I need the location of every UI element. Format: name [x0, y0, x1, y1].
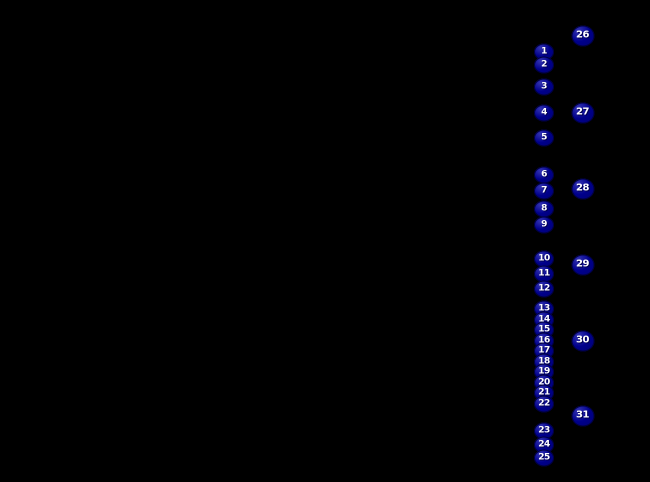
node-label: 10 — [538, 253, 550, 263]
graph-node-3[interactable]: 3 — [534, 78, 554, 96]
node-label: 21 — [538, 387, 550, 398]
node-label: 3 — [541, 81, 547, 92]
node-label: 6 — [541, 169, 547, 179]
graph-node-4[interactable]: 4 — [534, 104, 554, 122]
node-label: 17 — [538, 345, 550, 356]
node-label: 5 — [541, 132, 547, 142]
node-label: 23 — [538, 425, 550, 436]
graph-node-25[interactable]: 25 — [534, 449, 554, 467]
graph-node-9[interactable]: 9 — [534, 216, 554, 234]
node-label: 12 — [538, 283, 550, 293]
graph-node-26[interactable]: 26 — [571, 25, 594, 46]
node-label: 31 — [576, 409, 589, 421]
node-label: 18 — [538, 356, 550, 366]
node-label: 13 — [538, 303, 550, 314]
node-label: 1 — [541, 46, 547, 57]
node-label: 22 — [538, 398, 550, 409]
node-label: 24 — [538, 439, 550, 449]
graph-node-8[interactable]: 8 — [534, 200, 554, 217]
node-label: 25 — [538, 452, 550, 463]
node-label: 8 — [541, 203, 547, 213]
graph-node-23[interactable]: 23 — [534, 422, 554, 440]
graph-node-6[interactable]: 6 — [534, 166, 554, 183]
graph-node-28[interactable]: 28 — [571, 178, 594, 199]
graph-node-11[interactable]: 11 — [534, 265, 554, 282]
node-label: 16 — [538, 335, 550, 345]
node-label: 15 — [538, 324, 550, 335]
graph-node-24[interactable]: 24 — [534, 436, 554, 453]
graph-node-27[interactable]: 27 — [571, 102, 594, 123]
node-label: 20 — [538, 377, 550, 387]
graph-node-2[interactable]: 2 — [534, 56, 554, 73]
node-label: 29 — [576, 258, 589, 270]
graph-node-22[interactable]: 22 — [534, 395, 554, 413]
graph-node-30[interactable]: 30 — [571, 330, 594, 351]
graph-node-31[interactable]: 31 — [571, 405, 594, 426]
graph-node-10[interactable]: 10 — [534, 250, 554, 267]
graph-node-5[interactable]: 5 — [534, 129, 554, 146]
node-label: 9 — [541, 219, 547, 230]
graph-node-29[interactable]: 29 — [571, 254, 594, 275]
node-label: 27 — [576, 106, 589, 118]
graph-node-12[interactable]: 12 — [534, 280, 554, 297]
node-label: 19 — [538, 366, 550, 377]
node-label: 28 — [576, 182, 589, 194]
graph-node-7[interactable]: 7 — [534, 182, 554, 200]
node-label: 2 — [541, 59, 547, 69]
node-label: 7 — [541, 185, 547, 196]
node-label: 30 — [576, 334, 589, 346]
node-label: 26 — [576, 29, 589, 41]
node-label: 14 — [538, 314, 550, 324]
node-label: 11 — [538, 268, 550, 278]
node-label: 4 — [541, 107, 547, 118]
